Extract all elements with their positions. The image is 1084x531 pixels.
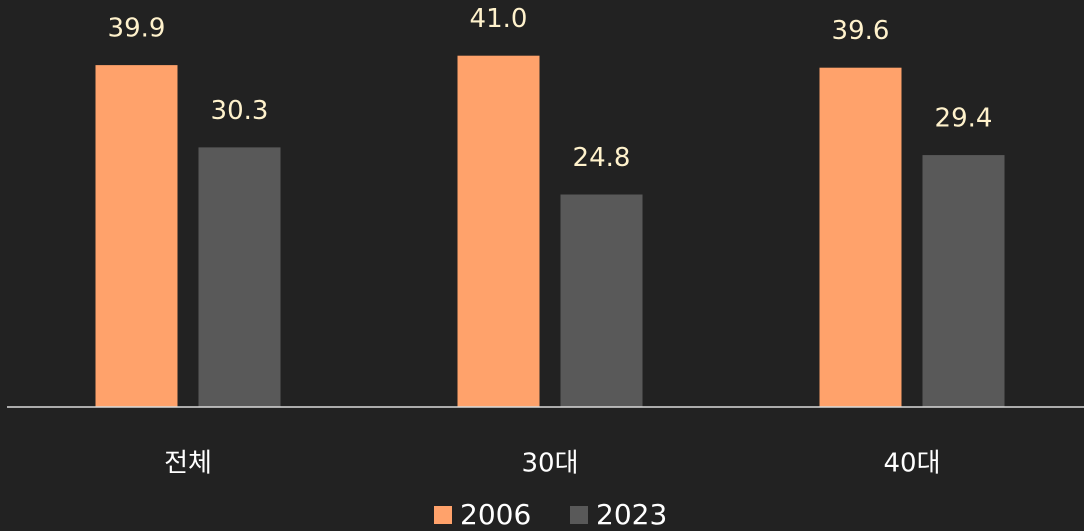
data-label: 41.0: [470, 4, 528, 34]
legend-label: 2006: [460, 498, 531, 531]
x-tick-label: 30대: [521, 449, 578, 479]
data-label: 24.8: [573, 143, 631, 173]
data-label: 30.3: [211, 96, 269, 126]
legend-swatch: [570, 506, 588, 524]
bar: [95, 65, 178, 408]
bar: [922, 155, 1005, 407]
data-label: 39.6: [832, 16, 890, 46]
bar: [457, 55, 540, 408]
data-label: 29.4: [935, 104, 993, 134]
x-tick-label: 전체: [164, 449, 212, 479]
x-tick-label: 40대: [883, 449, 940, 479]
bar: [198, 147, 281, 408]
bar: [560, 194, 643, 407]
legend-swatch: [434, 506, 452, 524]
legend-label: 2023: [596, 498, 667, 531]
data-label: 39.9: [108, 14, 166, 44]
bar: [819, 67, 902, 408]
